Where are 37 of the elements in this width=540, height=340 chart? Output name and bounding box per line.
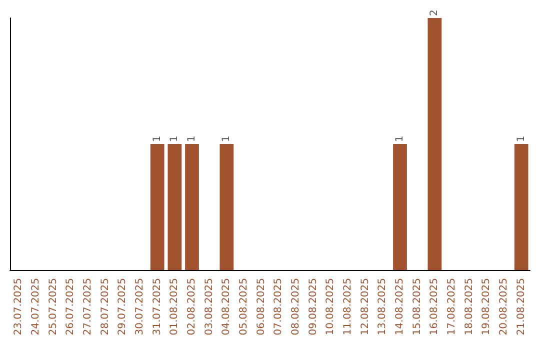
x-tick-label: 23.07.2025 bbox=[13, 278, 24, 336]
x-tick-label: 28.07.2025 bbox=[100, 278, 111, 336]
x-tick-label: 06.08.2025 bbox=[256, 278, 267, 336]
x-tick-label: 01.08.2025 bbox=[169, 278, 180, 336]
x-tick-label: 18.08.2025 bbox=[464, 278, 475, 336]
x-tick-label: 13.08.2025 bbox=[377, 278, 388, 336]
data-label: 1 bbox=[152, 136, 163, 142]
x-tick-label: 02.08.2025 bbox=[186, 278, 198, 336]
x-tick-label: 30.07.2025 bbox=[134, 278, 146, 336]
x-tick-label: 08.08.2025 bbox=[290, 278, 302, 336]
data-label: 1 bbox=[169, 136, 180, 142]
x-tick-label: 21.08.2025 bbox=[516, 278, 527, 336]
x-tick-label: 19.08.2025 bbox=[481, 278, 492, 336]
x-tick-label: 24.07.2025 bbox=[30, 278, 42, 336]
data-label: 1 bbox=[186, 136, 198, 142]
x-tick-label: 27.07.2025 bbox=[82, 278, 94, 336]
x-tick-label: 20.08.2025 bbox=[498, 278, 510, 336]
x-tick-label: 11.08.2025 bbox=[342, 278, 354, 336]
x-tick-label: 29.07.2025 bbox=[117, 278, 128, 336]
x-tick-label: 10.08.2025 bbox=[325, 278, 336, 336]
x-tick-label: 25.07.2025 bbox=[48, 278, 59, 336]
x-tick-label: 14.08.2025 bbox=[394, 278, 406, 336]
x-tick-label: 17.08.2025 bbox=[446, 278, 458, 336]
data-label: 1 bbox=[394, 136, 406, 142]
x-tick-label: 04.08.2025 bbox=[221, 278, 232, 336]
x-tick-label: 26.07.2025 bbox=[65, 278, 76, 336]
x-tick-label: 03.08.2025 bbox=[204, 278, 215, 336]
x-tick-label: 09.08.2025 bbox=[308, 278, 319, 336]
x-tick-label: 07.08.2025 bbox=[273, 278, 284, 336]
data-label: 1 bbox=[221, 136, 232, 142]
x-tick-label: 15.08.2025 bbox=[412, 278, 423, 336]
x-tick-label: 16.08.2025 bbox=[429, 278, 440, 336]
x-tick-label: 12.08.2025 bbox=[360, 278, 371, 336]
data-label: 1 bbox=[516, 136, 527, 142]
x-tick-label: 31.07.2025 bbox=[152, 278, 163, 336]
data-label: 2 bbox=[429, 10, 440, 16]
x-tick-label: 05.08.2025 bbox=[238, 278, 250, 336]
